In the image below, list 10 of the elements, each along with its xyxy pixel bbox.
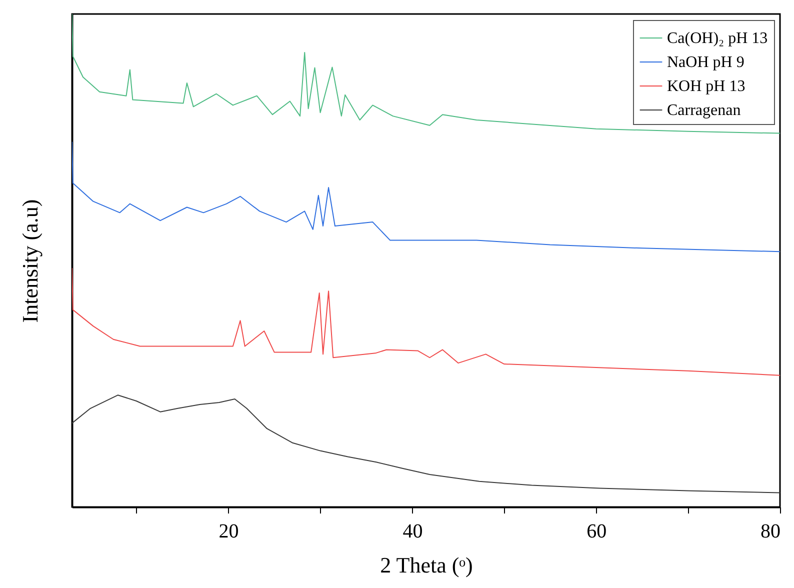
- x-tick-label: 60: [586, 520, 607, 542]
- x-tick-label: 40: [402, 520, 423, 542]
- legend-label: NaOH pH 9: [667, 54, 744, 71]
- x-tick-label: 20: [218, 520, 239, 542]
- legend-label: Carragenan: [667, 102, 741, 119]
- x-axis-title: 2 Theta (ᵒ): [380, 552, 473, 578]
- legend-label: Ca(OH)₂ pH 13: [667, 30, 768, 47]
- y-axis-title: Intensity (a.u): [18, 199, 42, 323]
- x-tick-label: 80: [760, 520, 780, 542]
- legend-label: KOH pH 13: [667, 78, 746, 95]
